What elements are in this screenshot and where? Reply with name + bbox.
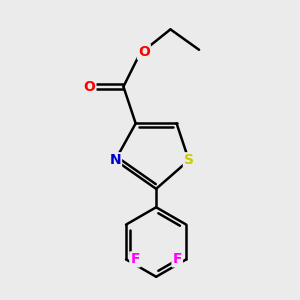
Text: F: F [130, 252, 140, 266]
Text: O: O [83, 80, 95, 94]
Text: F: F [172, 252, 182, 266]
Text: O: O [138, 45, 150, 59]
Text: N: N [110, 153, 121, 167]
Text: S: S [184, 153, 194, 167]
